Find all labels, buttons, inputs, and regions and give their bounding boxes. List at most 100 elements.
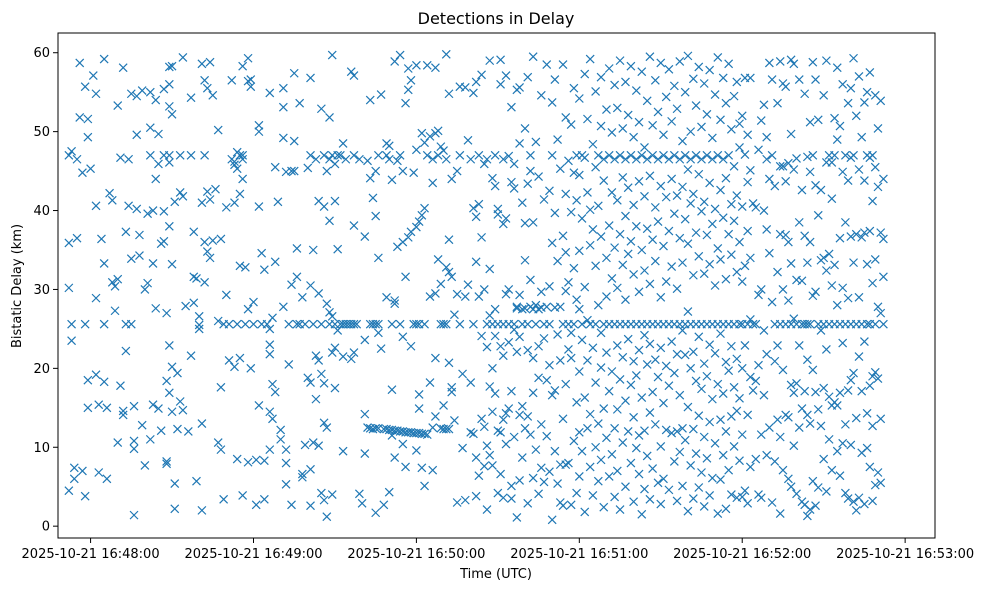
data-point <box>545 467 554 477</box>
data-point <box>479 422 489 432</box>
data-point <box>536 287 546 297</box>
data-point <box>843 176 853 185</box>
data-point <box>631 371 641 380</box>
data-point <box>813 115 823 125</box>
data-point <box>316 369 326 379</box>
y-tick-label: 20 <box>33 362 50 377</box>
data-point <box>224 319 234 329</box>
data-point <box>371 211 381 221</box>
data-point <box>485 311 495 320</box>
data-point <box>205 253 215 263</box>
data-point <box>83 403 93 413</box>
data-point <box>574 246 584 256</box>
data-point <box>631 221 641 231</box>
data-point <box>713 379 723 389</box>
data-point <box>490 150 500 160</box>
data-point <box>808 291 818 301</box>
data-point <box>783 237 793 247</box>
data-point <box>783 474 793 484</box>
data-point <box>745 372 755 382</box>
data-point <box>604 221 614 230</box>
data-point <box>238 61 248 71</box>
data-point <box>118 410 128 420</box>
data-point <box>821 266 831 275</box>
data-point <box>189 227 199 237</box>
data-point <box>868 496 877 506</box>
data-point <box>501 439 511 449</box>
data-point <box>411 319 421 329</box>
data-point <box>634 469 644 479</box>
data-point <box>819 90 829 100</box>
data-point <box>664 226 674 236</box>
data-point <box>713 243 723 253</box>
data-point <box>192 273 201 283</box>
data-point <box>504 285 514 294</box>
data-point <box>789 59 799 69</box>
data-point <box>623 110 633 120</box>
data-point <box>716 185 725 195</box>
data-point <box>615 229 625 239</box>
data-point <box>126 254 136 264</box>
data-point <box>439 401 448 410</box>
data-point <box>648 150 658 160</box>
data-point <box>564 277 573 287</box>
data-point <box>91 89 101 99</box>
data-point <box>621 396 630 406</box>
data-point <box>835 471 845 481</box>
data-point <box>694 332 704 342</box>
data-point <box>602 253 611 263</box>
data-point <box>501 408 511 418</box>
data-point <box>648 464 658 473</box>
data-point <box>545 319 554 329</box>
data-point <box>851 229 861 239</box>
data-point <box>479 461 489 471</box>
data-point <box>327 50 337 60</box>
data-point <box>371 508 381 518</box>
data-point <box>623 427 633 436</box>
x-tick-label: 2025-10-21 16:53:00 <box>836 547 974 562</box>
data-point <box>515 83 525 92</box>
data-point <box>868 278 877 288</box>
data-point <box>721 98 731 108</box>
data-point <box>319 202 329 212</box>
data-point <box>781 176 791 186</box>
data-point <box>792 378 801 388</box>
data-point <box>460 495 470 505</box>
data-point <box>221 202 231 212</box>
y-tick-label: 60 <box>33 46 50 61</box>
data-point <box>778 465 788 475</box>
data-point <box>164 388 174 398</box>
data-point <box>602 433 611 443</box>
data-point <box>656 292 666 302</box>
data-point <box>243 76 253 86</box>
data-point <box>194 311 204 321</box>
data-point <box>488 460 497 470</box>
data-point <box>794 341 804 350</box>
data-point <box>686 127 696 137</box>
data-point <box>471 491 481 501</box>
data-point <box>604 64 614 73</box>
data-point <box>588 139 598 149</box>
data-point <box>349 71 359 81</box>
data-point <box>819 383 829 393</box>
data-point <box>430 412 440 421</box>
data-point <box>444 424 454 434</box>
data-point <box>770 181 780 191</box>
data-point <box>561 460 571 470</box>
data-point <box>862 408 872 418</box>
data-point <box>270 387 280 397</box>
data-point <box>509 432 519 442</box>
data-point <box>243 304 253 314</box>
data-point <box>534 304 544 314</box>
data-point <box>482 441 492 451</box>
data-point <box>705 259 715 269</box>
data-point <box>751 202 761 212</box>
data-point <box>175 187 185 197</box>
data-point <box>830 150 839 160</box>
data-point <box>292 272 302 282</box>
data-point <box>588 225 598 234</box>
data-point <box>680 350 690 360</box>
data-point <box>732 267 742 277</box>
data-point <box>615 56 625 66</box>
data-point <box>843 386 853 395</box>
